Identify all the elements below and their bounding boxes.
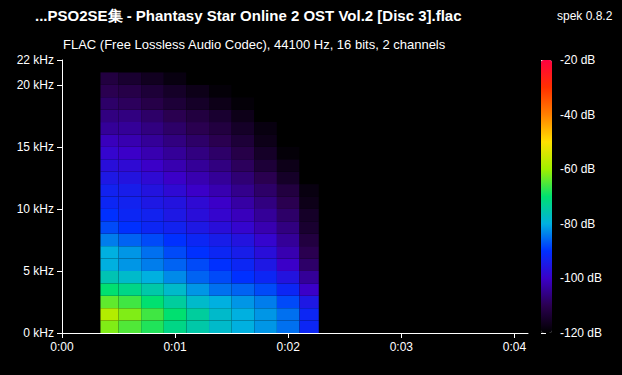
- svg-text:-20 dB: -20 dB: [560, 53, 595, 67]
- svg-text:FLAC (Free Lossless Audio Code: FLAC (Free Lossless Audio Codec), 44100 …: [63, 37, 446, 52]
- svg-text:-120 dB: -120 dB: [560, 326, 602, 340]
- svg-text:spek 0.8.2: spek 0.8.2: [557, 9, 613, 23]
- svg-text:0:00: 0:00: [50, 340, 74, 354]
- svg-text:10 kHz: 10 kHz: [17, 202, 54, 216]
- svg-text:-80 dB: -80 dB: [560, 217, 595, 231]
- svg-text:15 kHz: 15 kHz: [17, 140, 54, 154]
- svg-text:5 kHz: 5 kHz: [23, 264, 54, 278]
- svg-text:0:04: 0:04: [503, 340, 527, 354]
- svg-text:20 kHz: 20 kHz: [17, 78, 54, 92]
- svg-text:22 kHz: 22 kHz: [17, 53, 54, 67]
- svg-text:0:02: 0:02: [277, 340, 301, 354]
- svg-text:0:03: 0:03: [390, 340, 414, 354]
- svg-text:-100 dB: -100 dB: [560, 271, 602, 285]
- svg-text:-40 dB: -40 dB: [560, 108, 595, 122]
- svg-text:0:01: 0:01: [163, 340, 187, 354]
- svg-text:...PSO2SE集 - Phantasy Star Onl: ...PSO2SE集 - Phantasy Star Online 2 OST …: [35, 7, 462, 24]
- svg-text:-60 dB: -60 dB: [560, 162, 595, 176]
- svg-text:0 kHz: 0 kHz: [23, 326, 54, 340]
